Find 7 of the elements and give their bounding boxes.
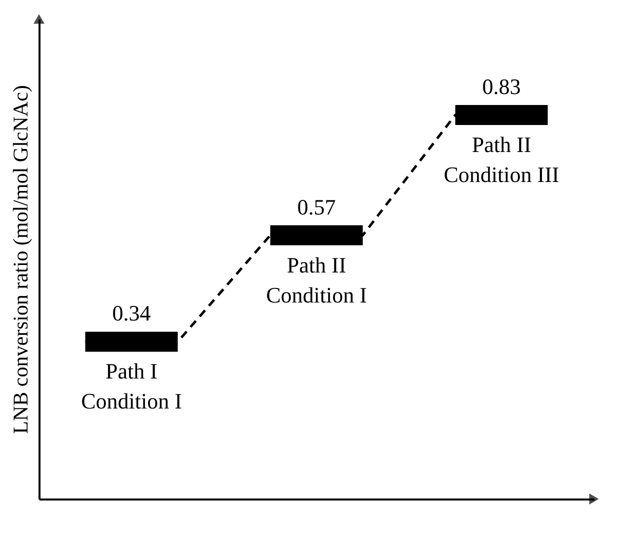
category-label: Path I Condition I: [81, 358, 182, 414]
category-label: Path II Condition III: [444, 132, 560, 187]
data-label: 0.83: [482, 74, 521, 99]
data-label: 0.57: [297, 194, 336, 220]
category-label: Path II Condition I: [266, 252, 367, 308]
data-label: 0.34: [112, 300, 151, 326]
text: LNB conversion ratio (mol/mol GlcNAc): [8, 85, 32, 434]
